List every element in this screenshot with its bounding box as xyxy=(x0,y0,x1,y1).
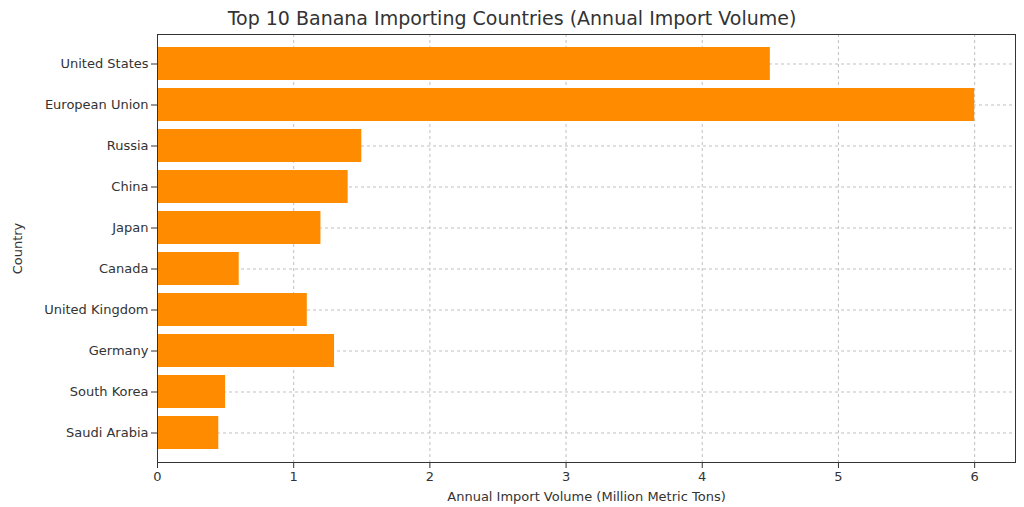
svg-text:0: 0 xyxy=(153,469,161,484)
svg-text:Country: Country xyxy=(10,222,25,274)
svg-text:China: China xyxy=(111,179,148,194)
svg-text:European Union: European Union xyxy=(45,97,149,112)
svg-text:Japan: Japan xyxy=(111,220,148,235)
svg-text:6: 6 xyxy=(971,469,979,484)
svg-text:United States: United States xyxy=(60,56,148,71)
svg-text:3: 3 xyxy=(562,469,570,484)
svg-text:Germany: Germany xyxy=(89,343,149,358)
svg-text:2: 2 xyxy=(426,469,434,484)
svg-text:South Korea: South Korea xyxy=(70,384,149,399)
svg-text:4: 4 xyxy=(698,469,706,484)
svg-text:United Kingdom: United Kingdom xyxy=(44,302,148,317)
svg-text:Saudi Arabia: Saudi Arabia xyxy=(66,425,149,440)
svg-text:Russia: Russia xyxy=(107,138,149,153)
svg-text:1: 1 xyxy=(290,469,298,484)
svg-text:Canada: Canada xyxy=(99,261,148,276)
svg-text:5: 5 xyxy=(834,469,842,484)
html-text:Top 10 Banana Importing Countr: Top 10 Banana Importing Countries (Annua… xyxy=(227,7,797,29)
svg-text:Annual Import Volume (Million: Annual Import Volume (Million Metric Ton… xyxy=(447,489,725,504)
